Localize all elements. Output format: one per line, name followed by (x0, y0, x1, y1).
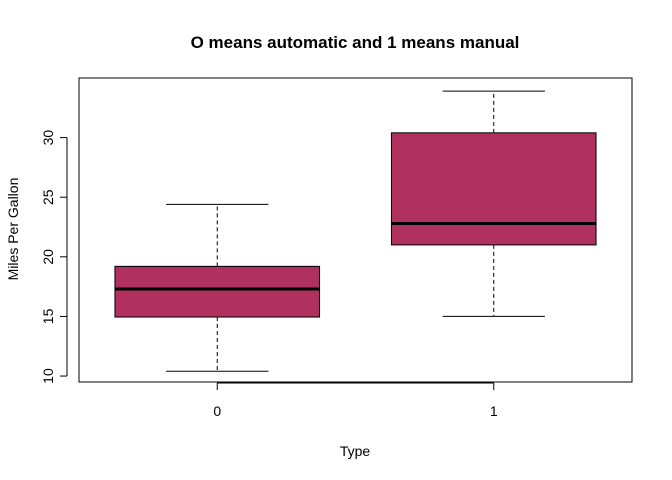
y-tick-label: 30 (40, 130, 56, 146)
iqr-box (114, 265, 321, 318)
y-axis-label: Miles Per Gallon (5, 178, 21, 281)
iqr-box (390, 132, 597, 246)
x-tick-label: 0 (213, 403, 221, 419)
y-tick-label: 10 (40, 368, 56, 384)
chart-title: O means automatic and 1 means manual (191, 33, 520, 52)
box-0 (114, 203, 321, 372)
y-tick-label: 25 (40, 189, 56, 205)
y-tick-label: 20 (40, 249, 56, 265)
x-axis-label: Type (340, 443, 371, 459)
box-group (114, 90, 597, 372)
box-1 (390, 90, 597, 317)
y-axis: 10 15 20 25 30 (40, 130, 68, 384)
plot-frame (78, 77, 633, 383)
x-tick-label: 1 (490, 403, 498, 419)
y-tick-label: 15 (40, 308, 56, 324)
